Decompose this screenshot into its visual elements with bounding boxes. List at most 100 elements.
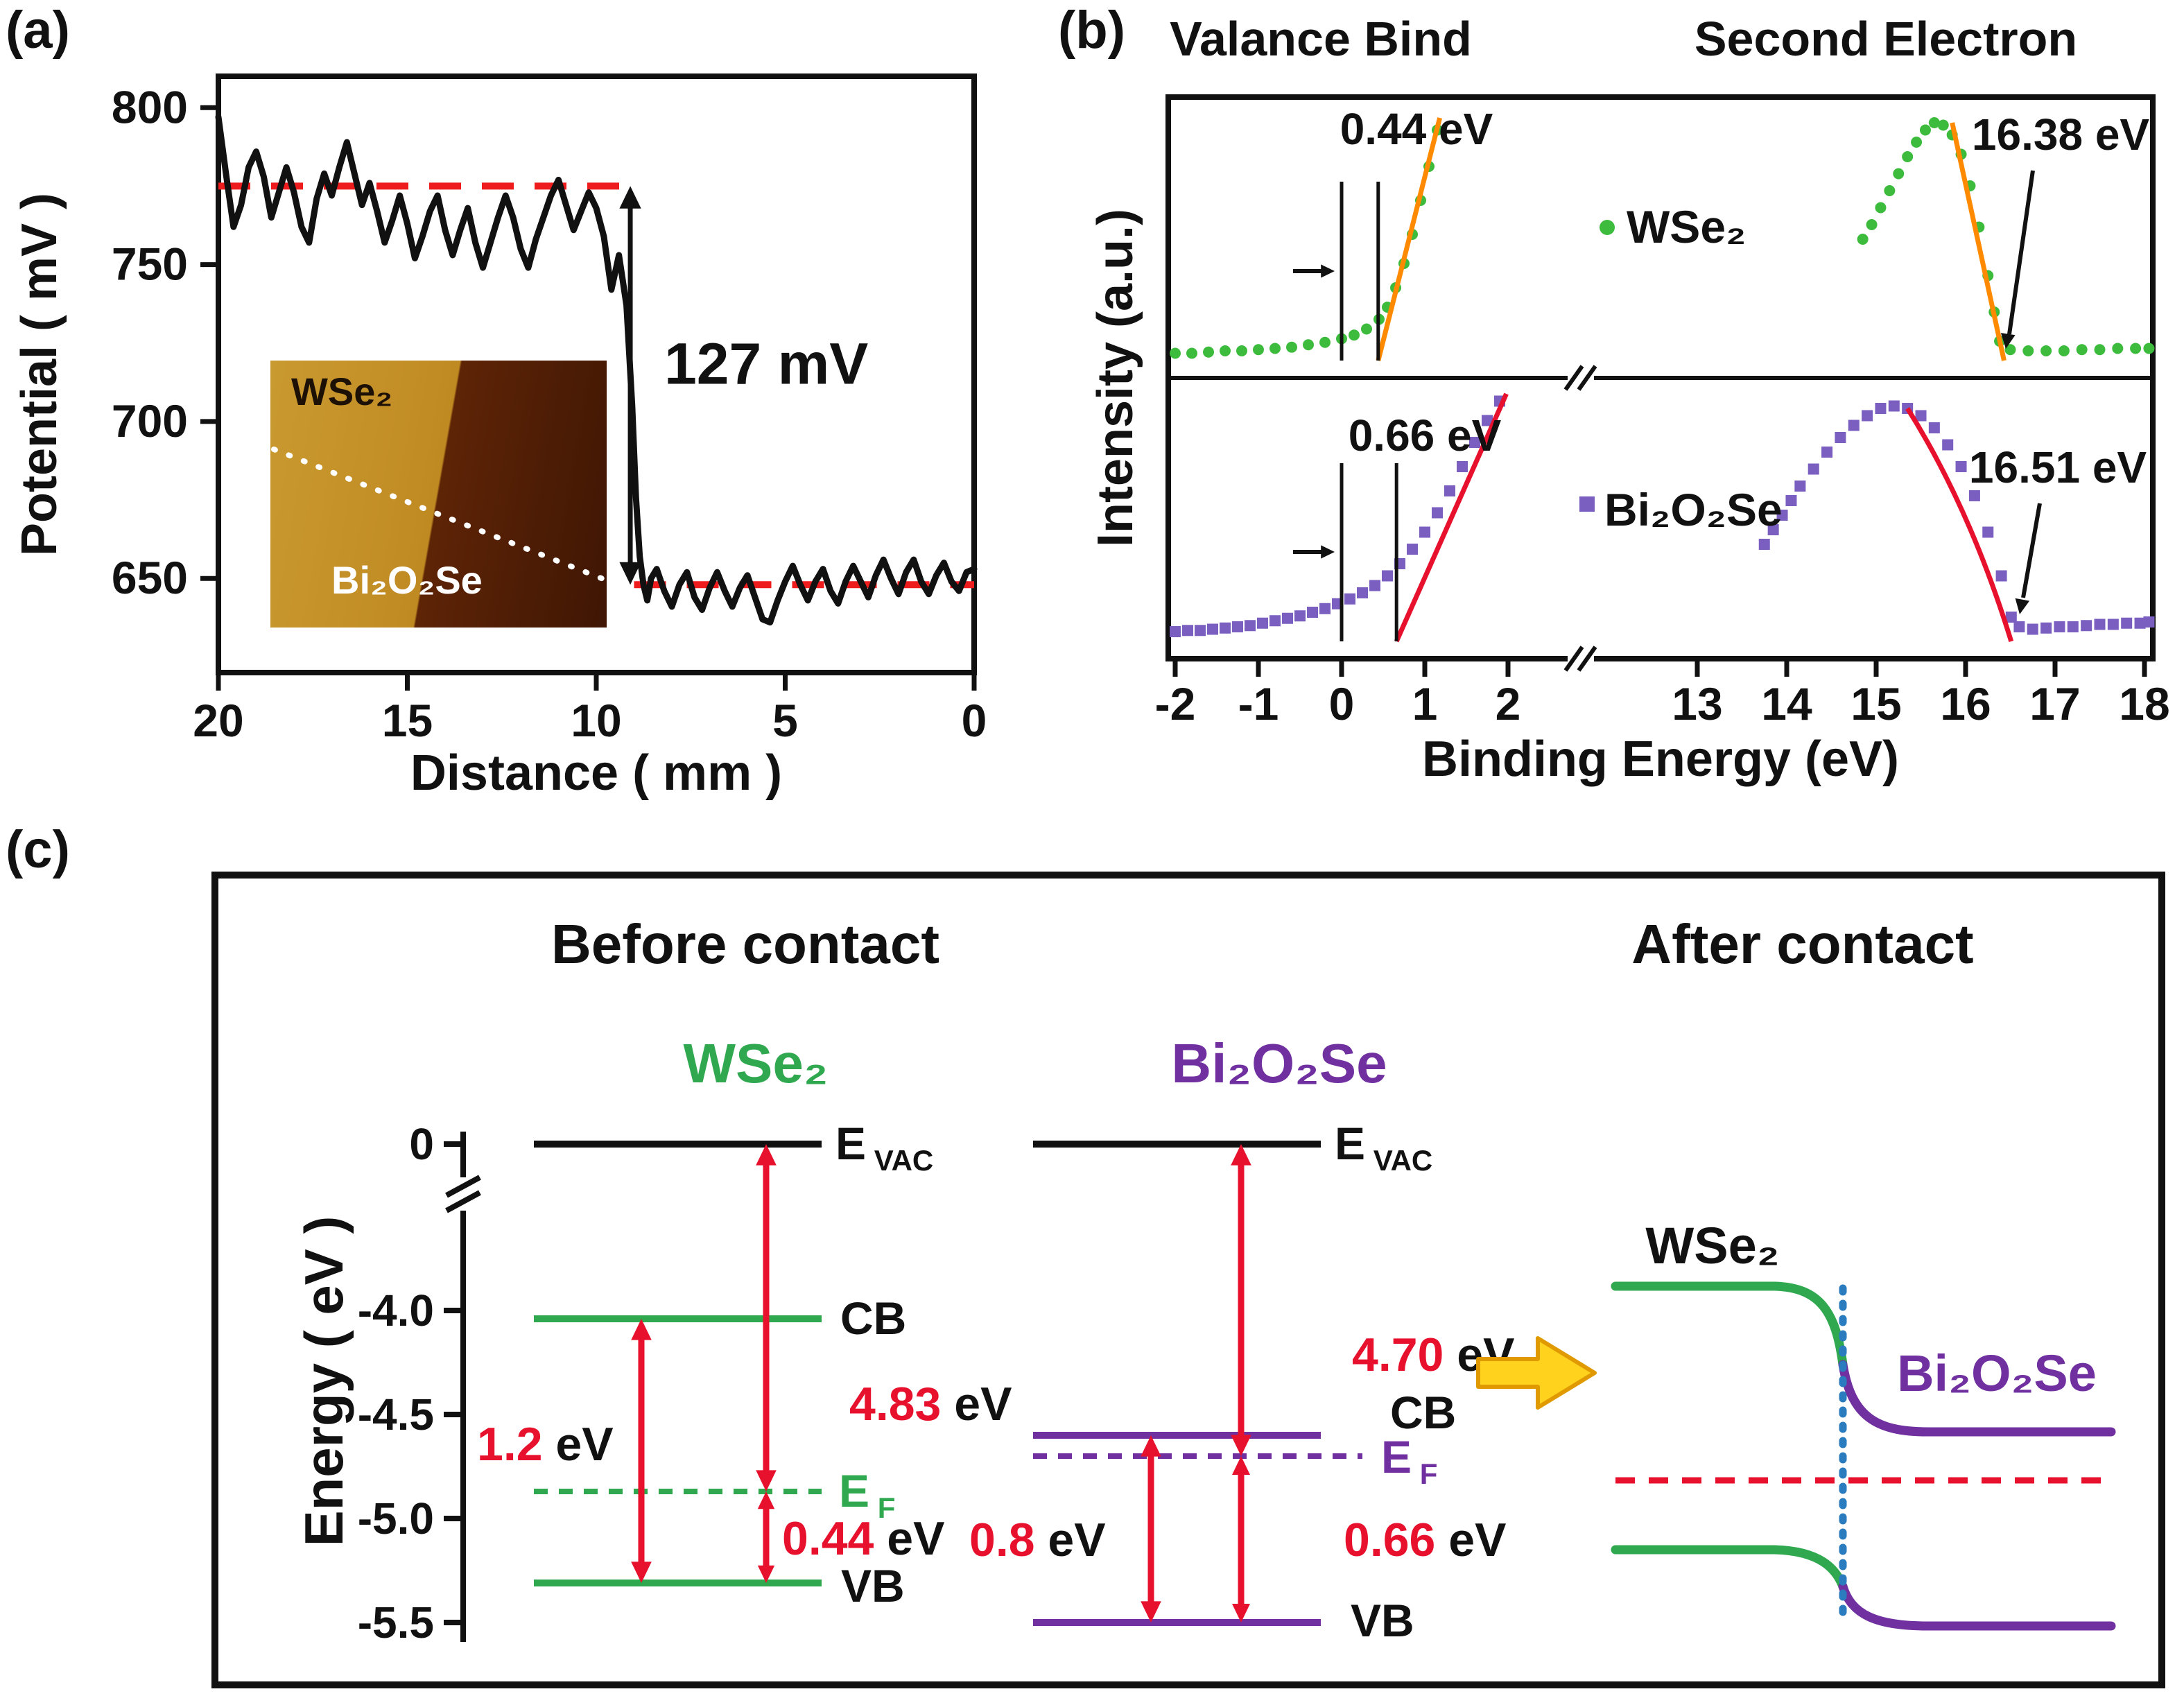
wse2-data-point (2130, 343, 2142, 354)
x-tick-label: 0 (1329, 678, 1355, 729)
bi2o2se-data-point (2121, 617, 2133, 629)
bi2o2se-data-point (1785, 495, 1797, 506)
wse2-data-point (1893, 168, 1905, 180)
energy-axis-title: Energy ( eV ) (293, 1215, 355, 1547)
bi2o2se-vb-fit-line (1394, 392, 1509, 643)
arrowhead (631, 1319, 652, 1340)
panel-c-tag: (c) (6, 820, 70, 879)
bi2o2se-data-point (1382, 570, 1393, 582)
cutoff-arrow (2021, 503, 2042, 598)
bi2o2se-data-point (1955, 461, 1967, 472)
before-contact-title: Before contact (551, 913, 940, 975)
bi2o2se-data-point (1794, 481, 1806, 492)
bi2o2se-data-point (1407, 544, 1418, 555)
panel-b-ups: -2 -1 0 1 2 13 14 15 16 17 18 0.44 eV 0.66 eV WSe₂ Bi₂… (1026, 0, 2184, 818)
arrowhead (756, 1470, 777, 1491)
energy-tick-label: -5.5 (358, 1598, 434, 1647)
bi2o2se-data-point (1982, 526, 1994, 538)
bi2o2se-data-point (1170, 626, 1181, 637)
wse2-data-point (1203, 346, 1214, 358)
bi2o2se-data-point (1294, 610, 1306, 622)
x-tick-label: 17 (2029, 678, 2080, 729)
x-tick-label: 1 (1412, 678, 1438, 729)
wse2-data-point (1361, 323, 1372, 335)
bi2o2se-vb-label: VB (1351, 1595, 1414, 1646)
wse2-data-point (1875, 202, 1887, 214)
wse2-evac-label: E VAC (835, 1118, 933, 1177)
bi2o2se-data-point (1432, 507, 1443, 519)
bi2o2se-legend-label: Bi₂O₂Se (1604, 484, 1783, 535)
wse2-ef-vb-label: 0.44 eV (782, 1512, 944, 1565)
bi2o2se-data-point (2094, 618, 2106, 630)
arrowhead (756, 1144, 777, 1166)
bi2o2se-data-point (1888, 400, 1900, 412)
bi2o2se-data-point (2107, 618, 2119, 630)
wse2-vb-label: VB (841, 1560, 905, 1611)
bi2o2se-data-point (2143, 616, 2155, 628)
afm-inset-image: WSe₂ Bi₂O₂Se (270, 361, 607, 628)
arrowhead (757, 1491, 775, 1509)
axis-break-slash (1563, 646, 1584, 672)
y-tick-label: 800 (112, 81, 188, 132)
bi2o2se-data-point (1875, 403, 1887, 414)
y-tick-label: 650 (112, 552, 188, 603)
x-tick-label: 13 (1672, 678, 1722, 729)
bi2o2se-cutoff-fit-line (1905, 407, 2014, 643)
bi2o2se-cutoff-label: 16.51 eV (1969, 442, 2147, 492)
arrowhead (1231, 1144, 1251, 1166)
panel-a-y-axis-title: Potential ( mV ) (12, 192, 68, 557)
bi2o2se-data-point (1995, 570, 2007, 582)
wse2-data-point (1866, 219, 1878, 230)
wse2-data-point (2143, 343, 2155, 354)
arrowhead (1321, 264, 1335, 278)
wse2-bandgap-label: 1.2 eV (477, 1418, 614, 1471)
wse2-cutoff-label: 16.38 eV (1972, 110, 2150, 159)
bi2o2se-data-point (1307, 607, 1318, 618)
x-tick-label: 14 (1761, 678, 1812, 729)
axis-break-slash (1563, 365, 1584, 391)
bi2o2se-data-point (1257, 617, 1268, 629)
bi2o2se-ef-vb-label: 0.66 eV (1344, 1514, 1506, 1566)
bi2o2se-data-point (1482, 415, 1493, 426)
energy-tick-label: -4.0 (358, 1286, 434, 1335)
panel-a-tag: (a) (6, 1, 70, 60)
panel-b-y-axis-title: Intensity (a.u.) (1088, 208, 1144, 548)
energy-tick-label: -5.0 (358, 1494, 434, 1543)
axis-break-slash (1577, 365, 1597, 391)
wse2-data-point (1170, 347, 1181, 359)
panel-b-tag: (b) (1058, 1, 1126, 60)
panel-b-x-axis-title: Binding Energy (eV) (1421, 732, 1900, 787)
wse2-legend-marker (1600, 220, 1615, 235)
bi2o2se-onset-label: 0.66 eV (1349, 410, 1502, 460)
scan-line (271, 447, 606, 582)
bi2o2se-data-point (1319, 603, 1331, 614)
wse2-data-point (2094, 344, 2106, 356)
bi2o2se-data-point (1344, 593, 1355, 605)
arrowhead (1232, 1604, 1250, 1623)
wse2-data-point (1186, 347, 1197, 359)
wse2-cb-label: CB (840, 1292, 906, 1344)
x-tick-label: 15 (1851, 678, 1901, 729)
bi2o2se-data-point (1282, 612, 1293, 624)
after-bi2o2se-lower-band (1838, 1582, 2116, 1631)
bi2o2se-data-point (1419, 526, 1430, 538)
bi2o2se-data-point (2067, 621, 2079, 632)
arrowhead (1141, 1435, 1161, 1457)
wse2-data-point (2058, 345, 2070, 356)
bi2o2se-column-title: Bi₂O₂Se (1171, 1032, 1387, 1094)
x-tick-label: 20 (193, 695, 243, 746)
bi2o2se-evac-label: E VAC (1335, 1118, 1432, 1177)
y-tick-label: 750 (112, 239, 188, 290)
wse2-cutoff-fit-line (1950, 122, 2007, 361)
arrowhead (1321, 545, 1335, 559)
energy-tick-label: -4.5 (358, 1390, 434, 1439)
bi2o2se-data-point (1232, 621, 1243, 632)
y-tick-label: 700 (112, 395, 188, 447)
after-wse2-upper-band (1611, 1281, 1848, 1369)
panel-a-kpfm: 20 15 10 5 0 800 750 700 650 127 mV (a) Potential… (0, 0, 1026, 818)
arrowhead (2000, 333, 2016, 349)
wse2-workfunction-label: 4.83 eV (849, 1378, 1012, 1430)
arrowhead (619, 562, 641, 585)
